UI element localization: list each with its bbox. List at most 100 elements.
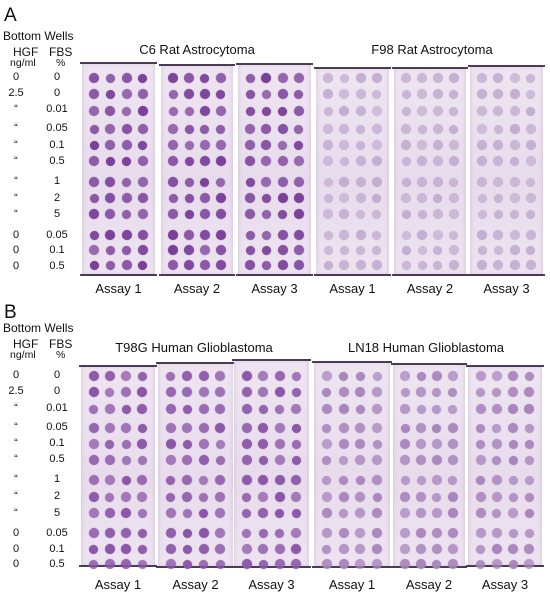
stained-well (182, 559, 192, 569)
fbs-row-value: 0 (53, 385, 61, 397)
stained-well (88, 455, 99, 465)
stained-well (355, 423, 366, 433)
stained-well (371, 156, 382, 166)
stained-well (525, 156, 536, 166)
membrane-bottom-edge (391, 566, 467, 568)
stained-well (184, 140, 194, 150)
stained-well (401, 140, 412, 150)
stained-well (476, 439, 486, 449)
stained-well (294, 140, 304, 150)
stained-well (509, 230, 520, 240)
stained-well (166, 371, 176, 381)
stained-well (447, 544, 458, 554)
stained-well (477, 89, 488, 99)
stained-well (105, 106, 116, 116)
stained-well (416, 508, 427, 518)
assay-membrane-strip (79, 365, 157, 569)
stained-well (165, 455, 176, 465)
membrane-top-edge (468, 65, 545, 67)
stained-well (261, 260, 271, 270)
stained-well (401, 193, 412, 203)
hgf-row-value: “ (14, 402, 18, 414)
stained-well (199, 156, 210, 166)
stained-well (400, 439, 411, 449)
fbs-row-value: 0.5 (49, 558, 65, 570)
stained-well (372, 371, 382, 381)
stained-well (416, 475, 426, 485)
stained-well (245, 73, 255, 83)
stained-well (431, 371, 442, 381)
stained-well (184, 209, 194, 219)
stained-well (493, 177, 504, 187)
stained-well (105, 156, 115, 166)
hgf-row-value: “ (14, 122, 18, 134)
stained-well (184, 260, 195, 270)
stained-well (215, 140, 226, 150)
stained-well (338, 492, 349, 502)
fbs-row-value: 0.05 (46, 421, 68, 433)
stained-well (321, 492, 332, 502)
stained-well (293, 156, 304, 166)
fbs-row-value: 0.5 (49, 453, 65, 465)
stained-well (491, 544, 502, 554)
stained-well (338, 387, 349, 397)
stained-well (323, 140, 334, 150)
stained-well (198, 423, 209, 433)
stained-well (182, 371, 193, 381)
stained-well (215, 439, 225, 449)
stained-well (245, 245, 255, 255)
stained-well (355, 404, 365, 414)
stained-well (401, 209, 411, 219)
stained-well (372, 245, 382, 255)
stained-well (417, 193, 428, 203)
stained-well (372, 492, 382, 502)
stained-well (491, 559, 502, 569)
stained-well (338, 439, 349, 449)
stained-well (242, 528, 252, 538)
hgf-row-value: 0 (12, 260, 20, 272)
stained-well (339, 177, 350, 187)
stained-well (200, 177, 210, 187)
stained-well (355, 230, 366, 240)
stained-well (323, 106, 333, 116)
stained-well (448, 260, 459, 270)
stained-well (277, 124, 288, 134)
fbs-row-value: 1 (53, 175, 61, 187)
stained-well (372, 404, 383, 414)
hgf-row-value: “ (14, 437, 18, 449)
stained-well (105, 230, 116, 240)
fbs-row-value: 0 (53, 87, 61, 99)
stained-well (508, 423, 519, 433)
stained-well (432, 73, 443, 83)
stained-well (198, 387, 209, 397)
hgf-row-value: 0 (12, 543, 20, 555)
stained-well (355, 371, 365, 381)
membrane-top-edge (232, 359, 311, 361)
stained-well (400, 508, 411, 518)
stained-well (291, 439, 301, 449)
stained-well (401, 177, 411, 187)
stained-well (168, 140, 179, 150)
stained-well (215, 260, 226, 270)
stained-well (323, 245, 333, 255)
stained-well (105, 73, 115, 83)
stained-well (277, 260, 288, 270)
stained-well (492, 455, 502, 465)
stained-well (491, 475, 502, 485)
stained-well (166, 492, 176, 502)
stained-well (338, 559, 349, 569)
stained-well (182, 544, 192, 554)
stained-well (261, 245, 271, 255)
stained-well (400, 455, 411, 465)
stained-well (417, 73, 428, 83)
stained-well (449, 89, 459, 99)
stained-well (355, 260, 366, 270)
stained-well (524, 475, 534, 485)
stained-well (508, 475, 518, 485)
fbs-row-value: 0.01 (46, 402, 68, 414)
stained-well (105, 89, 115, 99)
hgf-row-value: “ (14, 490, 18, 502)
stained-well (322, 423, 332, 433)
stained-well (509, 177, 520, 187)
hgf-column-header: HGF (13, 45, 39, 59)
